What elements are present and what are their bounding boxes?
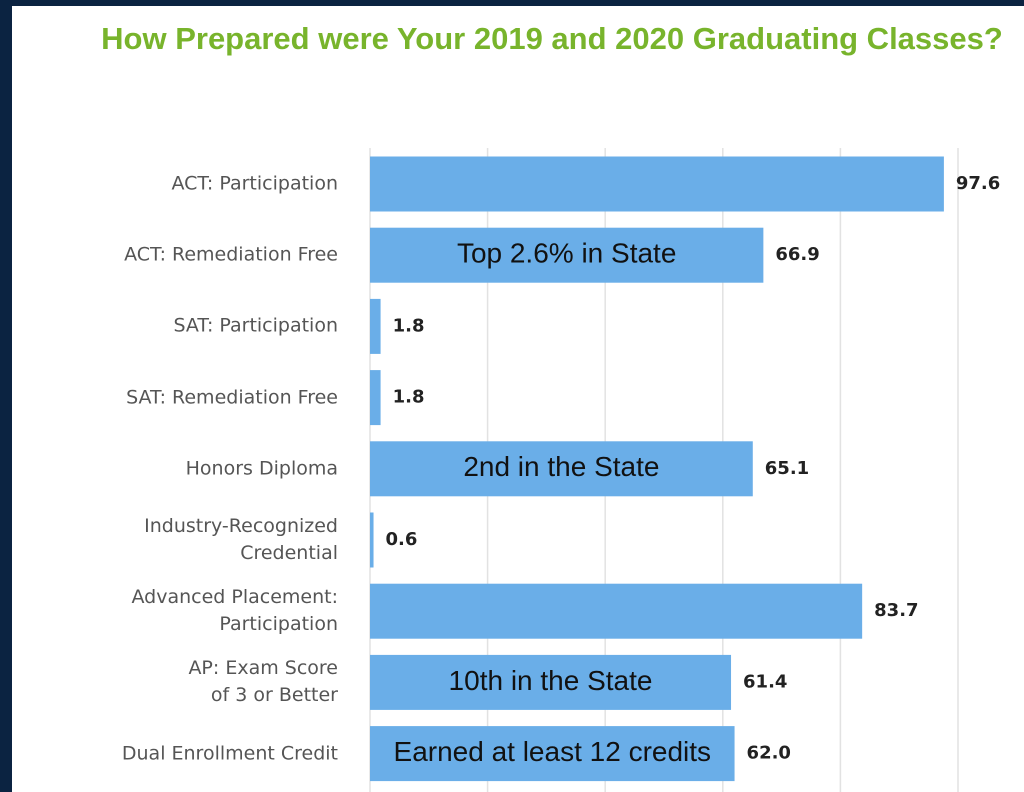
bar [370, 370, 381, 426]
annotation: Earned at least 12 credits [394, 736, 712, 767]
bar [370, 512, 374, 568]
category-label: ACT: Remediation Free [124, 243, 338, 266]
value-label: 66.9 [775, 244, 819, 265]
bar [370, 726, 735, 782]
category-label: Dual Enrollment Credit [121, 742, 338, 765]
category-label: ACT: Participation [171, 172, 338, 195]
value-label: 0.6 [386, 529, 418, 550]
category-label: SAT: Remediation Free [126, 386, 338, 409]
chart-title: How Prepared were Your 2019 and 2020 Gra… [101, 21, 1003, 56]
annotation: 10th in the State [449, 665, 653, 696]
bar [370, 583, 863, 639]
value-label: 1.8 [393, 387, 425, 408]
annotation: 2nd in the State [463, 451, 659, 482]
annotation: Top 2.6% in State [457, 238, 676, 269]
bar [370, 441, 753, 497]
value-label: 83.7 [874, 600, 918, 621]
chart: How Prepared were Your 2019 and 2020 Gra… [12, 6, 1024, 792]
value-label: 61.4 [743, 671, 787, 692]
category-label: Advanced Placement: Participation [131, 586, 339, 636]
category-label: AP: Exam Score of 3 or Better [188, 657, 338, 707]
bar [370, 298, 381, 354]
plot: 97.6 66.9 1.8 1.8 65.1 0.6 83.7 61.4 62.0 Top 2.6… [369, 148, 1000, 792]
value-label: 65.1 [765, 458, 809, 479]
value-label: 97.6 [956, 173, 1000, 194]
bar [370, 156, 944, 212]
category-label: Honors Diploma [185, 457, 338, 480]
category-label: SAT: Participation [173, 314, 338, 337]
value-label: 1.8 [393, 315, 425, 336]
bar [370, 654, 732, 710]
category-label: Industry-Recognized Credential [144, 515, 338, 564]
bar [370, 227, 764, 283]
value-label: 62.0 [747, 743, 791, 764]
